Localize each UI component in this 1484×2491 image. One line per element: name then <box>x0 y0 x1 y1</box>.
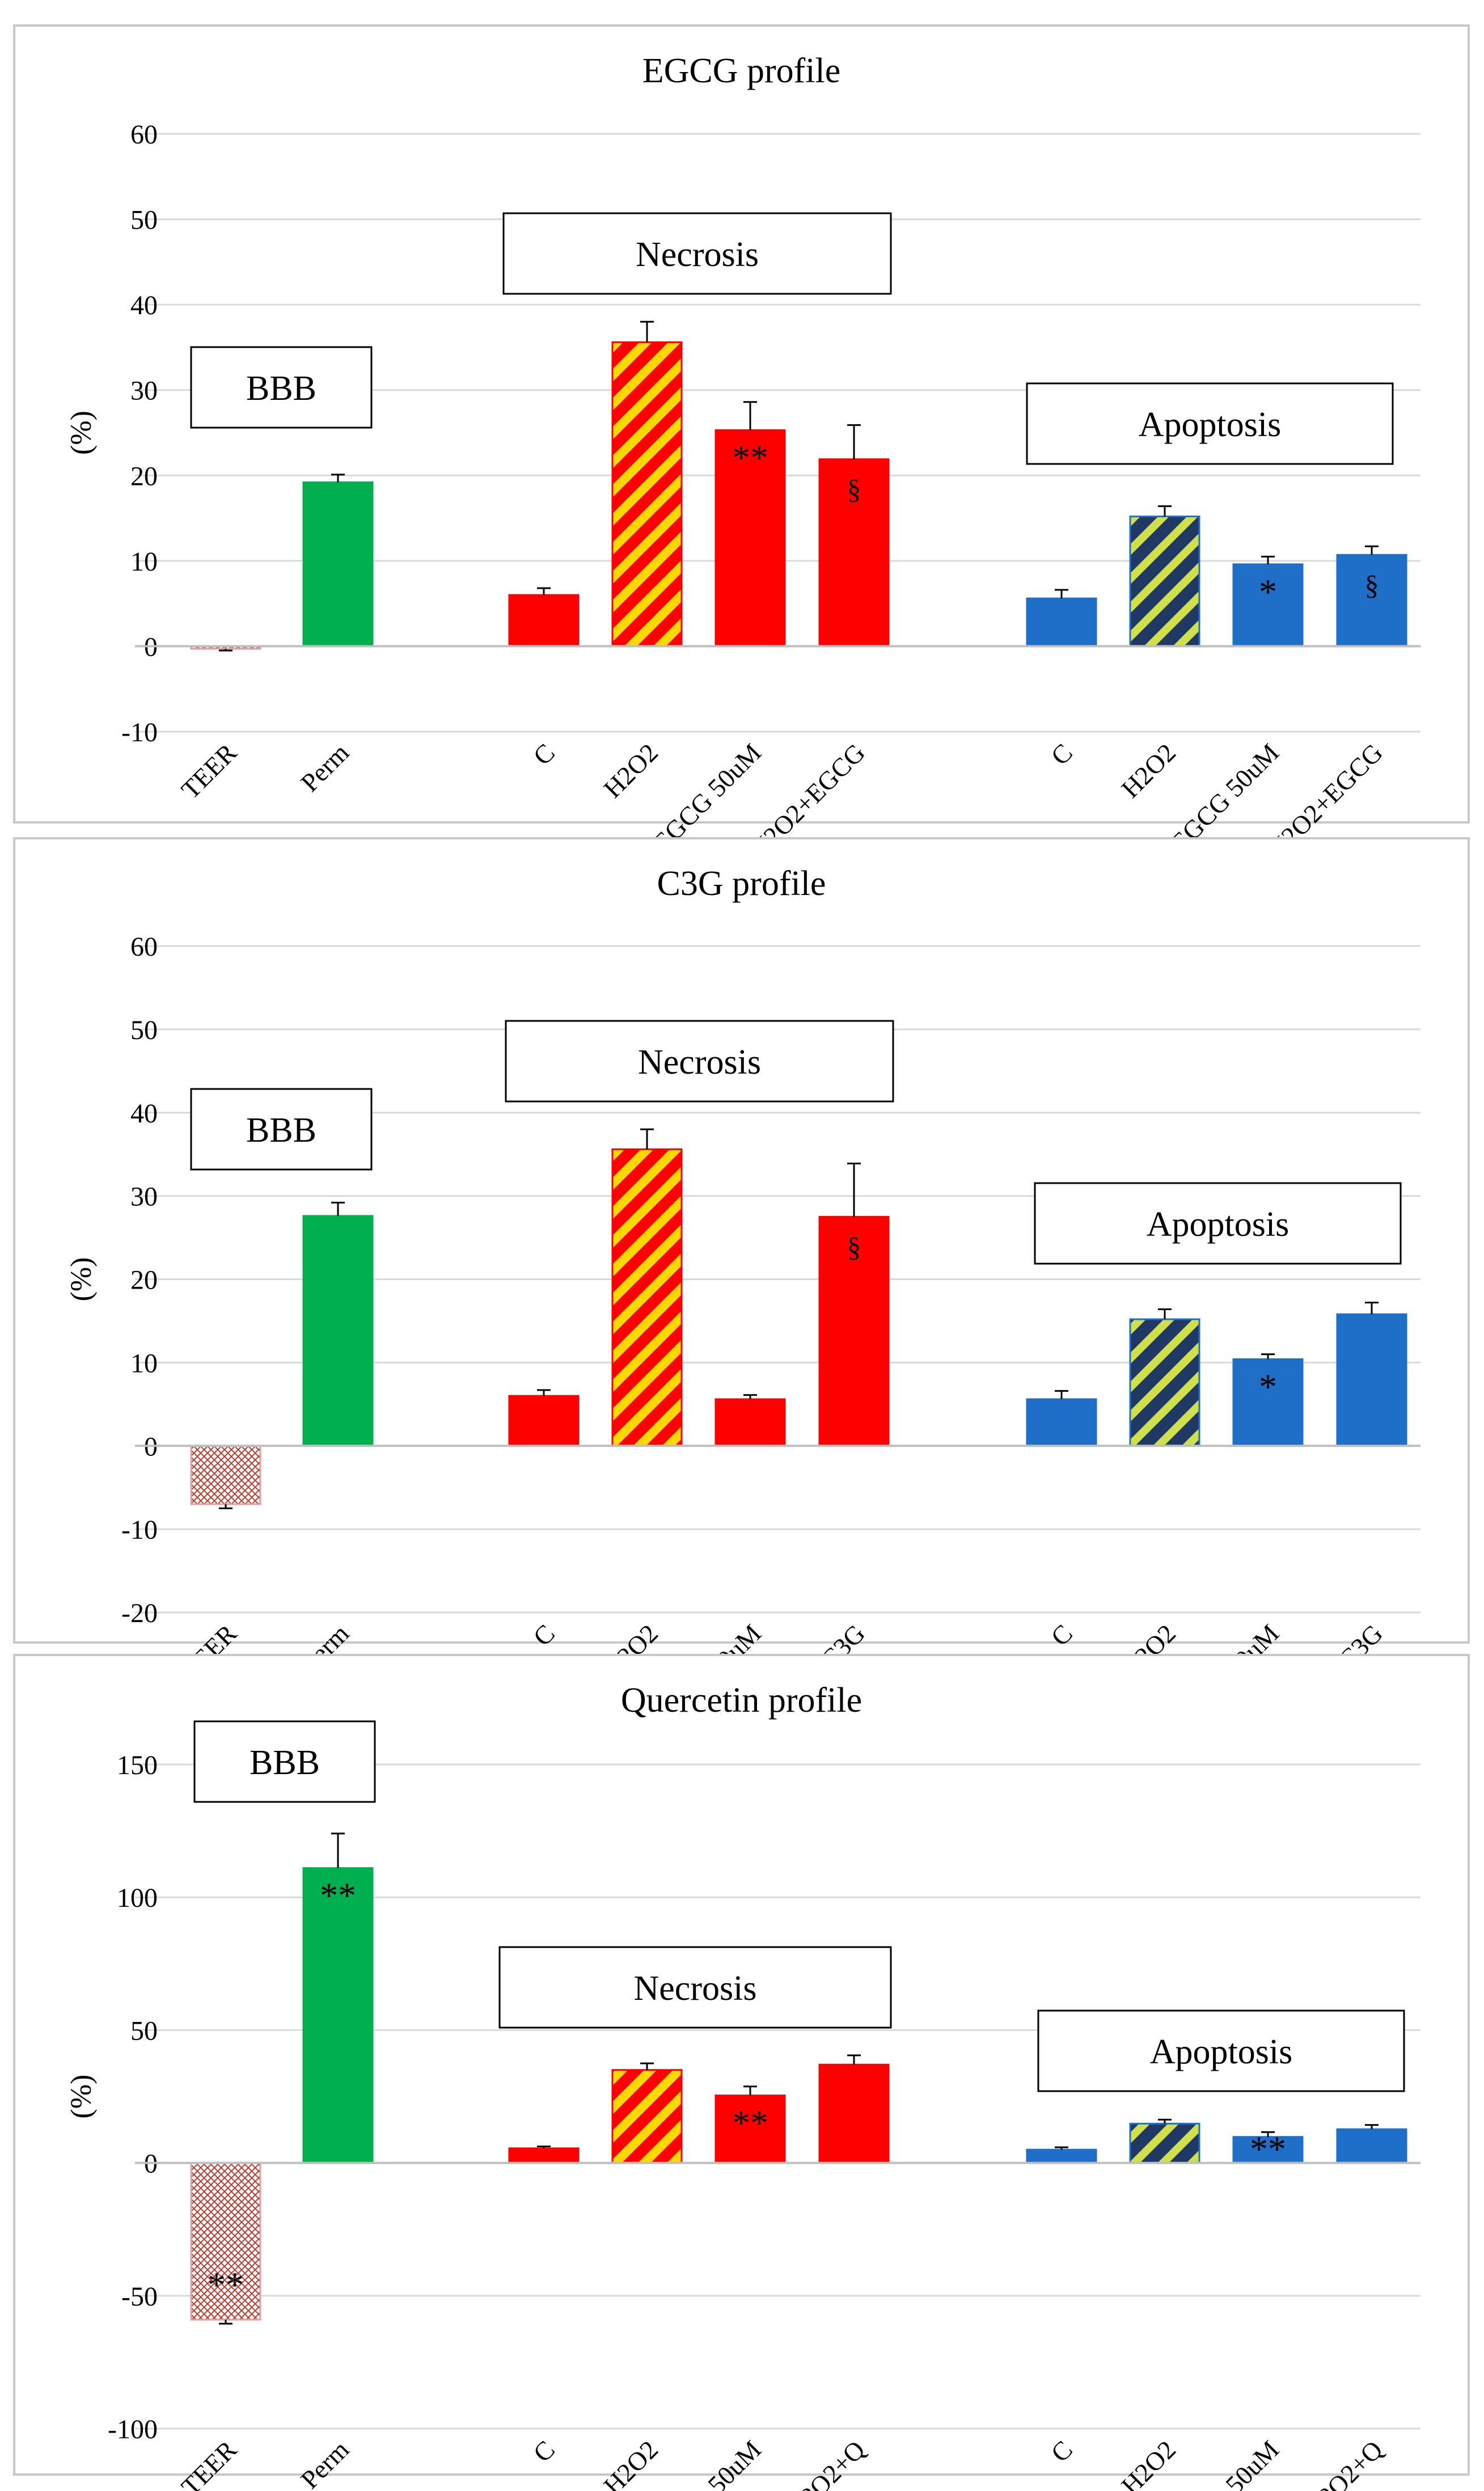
bar <box>1336 2128 1407 2164</box>
bar <box>611 1148 683 1447</box>
label-box-frame <box>498 1946 892 2029</box>
group-label-box-necrosis: Necrosis <box>502 212 892 295</box>
bar <box>1026 1398 1097 1447</box>
chart-title: EGCG profile <box>642 52 841 90</box>
label-box-frame <box>1026 382 1394 465</box>
bar <box>1232 2136 1304 2164</box>
group-label-box-bbb: BBB <box>193 1720 376 1803</box>
y-axis-label: (%) <box>65 2075 98 2119</box>
label-box-frame <box>190 346 373 429</box>
bar <box>714 429 786 647</box>
group-label: BBB <box>246 1111 316 1150</box>
bar <box>611 2069 683 2164</box>
y-tick-label: 30 <box>130 1182 158 1212</box>
label-box-frame <box>190 1088 373 1171</box>
y-tick-label: 10 <box>130 547 158 577</box>
bar <box>508 1395 580 1447</box>
bar <box>1336 554 1407 647</box>
y-tick-label: -20 <box>121 1598 158 1628</box>
group-label-box-necrosis: Necrosis <box>498 1946 892 2029</box>
bar <box>302 1215 374 1447</box>
y-tick-label: 60 <box>130 120 158 150</box>
y-tick-label: 60 <box>130 932 158 962</box>
bar <box>818 2063 890 2164</box>
y-tick-label: 40 <box>130 1099 158 1129</box>
bar <box>508 594 580 647</box>
bar <box>302 481 374 647</box>
chart-title: C3G profile <box>657 864 826 903</box>
significance-marker: * <box>1259 1367 1277 1407</box>
significance-marker: § <box>847 474 861 505</box>
significance-marker: ** <box>732 2103 768 2143</box>
y-tick-label: 100 <box>117 1883 158 1913</box>
label-box-frame <box>505 1020 894 1103</box>
significance-marker: ** <box>320 1876 356 1916</box>
bar <box>714 1398 786 1447</box>
bar <box>508 2147 580 2164</box>
bar <box>190 1445 261 1505</box>
bar <box>190 2162 261 2321</box>
bar <box>611 341 683 647</box>
bar <box>1232 563 1304 647</box>
group-label: Apoptosis <box>1139 406 1281 444</box>
bar <box>1232 1358 1304 1447</box>
group-label: Apoptosis <box>1147 1205 1289 1244</box>
group-label-box-bbb: BBB <box>190 346 373 429</box>
significance-marker: ** <box>732 437 768 478</box>
y-axis-label: (%) <box>65 1257 98 1302</box>
y-tick-label: 150 <box>117 1750 158 1780</box>
label-box-frame <box>502 212 892 295</box>
chart-panel-3: Quercetin profile(%)-100-50050100150**TE… <box>13 1654 1470 2491</box>
label-box-frame <box>1037 2009 1405 2092</box>
group-label-box-bbb: BBB <box>190 1088 373 1171</box>
group-label: BBB <box>246 369 316 408</box>
chart-title: Quercetin profile <box>621 1681 862 1720</box>
y-tick-label: -50 <box>121 2282 158 2312</box>
significance-marker: § <box>1365 569 1379 601</box>
y-tick-label: 10 <box>130 1348 158 1378</box>
y-tick-label: 40 <box>130 290 158 320</box>
chart-panel-1: EGCG profile(%)-100102030405060TEERPermB… <box>13 24 1470 864</box>
y-axis-label: (%) <box>65 411 98 455</box>
y-tick-label: -10 <box>121 717 158 748</box>
y-tick-label: 30 <box>130 376 158 406</box>
y-tick-label: -10 <box>121 1515 158 1545</box>
bar <box>818 458 890 647</box>
chart-panel-2: C3G profile(%)-20-100102030405060TEERPer… <box>13 837 1470 1729</box>
group-label-box-apoptosis: Apoptosis <box>1037 2009 1405 2092</box>
bar <box>1026 2148 1097 2164</box>
label-box-frame <box>1034 1182 1402 1265</box>
y-tick-label: 50 <box>130 1015 158 1045</box>
group-label: Necrosis <box>634 1969 757 2008</box>
group-label-box-apoptosis: Apoptosis <box>1026 382 1394 465</box>
group-label: Necrosis <box>638 1043 761 1082</box>
group-label-box-apoptosis: Apoptosis <box>1034 1182 1402 1265</box>
y-tick-label: 50 <box>130 2016 158 2046</box>
group-label: Necrosis <box>636 235 759 274</box>
bar <box>714 2095 786 2164</box>
group-label: Apoptosis <box>1150 2033 1292 2071</box>
significance-marker: * <box>1259 572 1277 612</box>
group-label-box-necrosis: Necrosis <box>505 1020 894 1103</box>
y-tick-label: 20 <box>130 461 158 491</box>
y-tick-label: 20 <box>130 1265 158 1295</box>
bar <box>1336 1313 1407 1447</box>
bar <box>302 1867 374 2164</box>
significance-marker: ** <box>208 2265 244 2305</box>
group-label: BBB <box>250 1743 320 1782</box>
bar <box>1129 2122 1200 2164</box>
label-box-frame <box>193 1720 376 1803</box>
significance-marker: § <box>847 1231 861 1263</box>
bar <box>1026 597 1097 647</box>
y-tick-label: 50 <box>130 205 158 235</box>
bar <box>1129 1318 1200 1447</box>
y-tick-label: -100 <box>108 2414 158 2444</box>
bar <box>1129 516 1200 647</box>
